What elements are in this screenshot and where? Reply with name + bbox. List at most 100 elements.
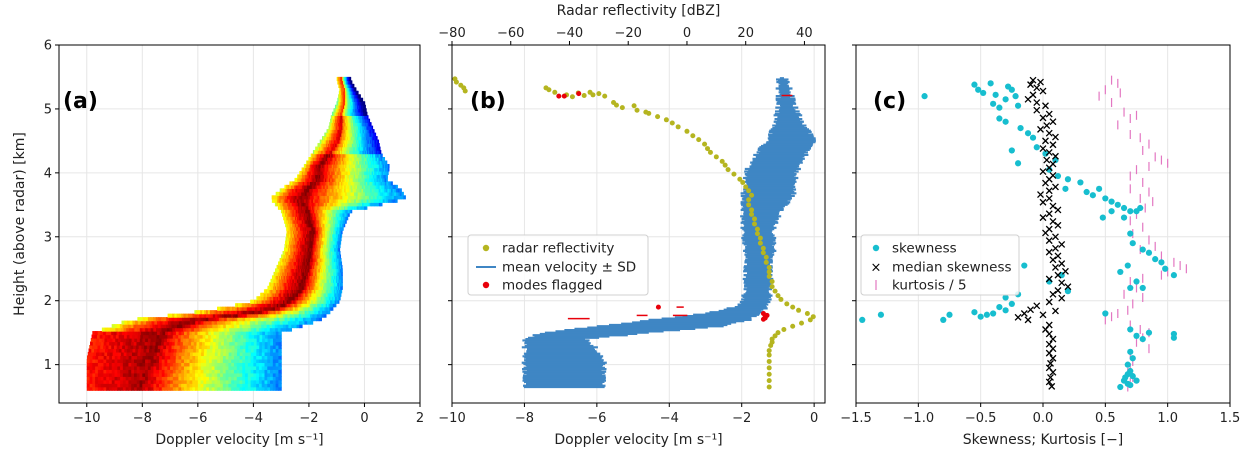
heatmap-cell — [322, 202, 325, 207]
heatmap-cell — [186, 376, 191, 381]
heatmap-cell — [318, 163, 321, 169]
heatmap-cell — [334, 226, 337, 231]
heatmap-cell — [309, 157, 312, 162]
heatmap-cell — [200, 355, 205, 360]
heatmap-cell — [309, 244, 311, 249]
heatmap-cell — [172, 376, 177, 381]
heatmap-cell — [89, 344, 93, 350]
heatmap-cell — [148, 351, 152, 357]
heatmap-cell — [206, 365, 210, 370]
heatmap-cell — [324, 244, 327, 249]
heatmap-cell — [315, 233, 317, 238]
heatmap-cell — [322, 250, 325, 256]
heatmap-cell — [345, 216, 348, 221]
heatmap-cell — [188, 327, 192, 332]
heatmap-cell — [332, 170, 335, 176]
heatmap-cell — [360, 143, 363, 148]
heatmap-cell — [305, 303, 308, 308]
heatmap-cell — [332, 303, 335, 308]
heatmap-cell — [157, 324, 162, 329]
heatmap-cell — [358, 167, 361, 172]
heatmap-cell — [280, 205, 283, 210]
heatmap-cell — [114, 386, 118, 391]
heatmap-cell — [286, 219, 289, 224]
heatmap-cell — [339, 289, 342, 294]
heatmap-cell — [294, 250, 296, 256]
heatmap-cell — [314, 296, 317, 301]
heatmap-cell — [345, 219, 347, 224]
heatmap-cell — [200, 369, 204, 374]
heatmap-cell — [305, 237, 307, 242]
heatmap-cell — [170, 379, 174, 384]
heatmap-cell — [284, 278, 287, 283]
heatmap-cell — [183, 338, 187, 343]
heatmap-cell — [311, 157, 314, 162]
heatmap-cell — [337, 223, 340, 228]
heatmap-cell — [323, 240, 325, 245]
heatmap-cell — [125, 383, 130, 388]
heatmap-cell — [303, 191, 306, 196]
heatmap-cell — [347, 153, 350, 158]
heatmap-cell — [321, 240, 323, 245]
heatmap-cell — [324, 146, 326, 151]
heatmap-cell — [284, 247, 287, 252]
heatmap-cell — [360, 146, 363, 151]
heatmap-cell — [242, 344, 247, 350]
heatmap-cell — [200, 310, 203, 315]
heatmap-cell — [320, 240, 323, 245]
heatmap-cell — [103, 362, 107, 367]
heatmap-cell — [299, 247, 302, 252]
heatmap-cell — [95, 331, 99, 336]
heatmap-cell — [347, 212, 349, 217]
heatmap-cell — [236, 372, 241, 377]
heatmap-cell — [120, 379, 124, 384]
heatmap-cell — [207, 341, 211, 346]
heatmap-cell — [283, 264, 286, 269]
heatmap-cell — [291, 198, 294, 203]
heatmap-cell — [364, 198, 368, 203]
heatmap-cell — [323, 163, 326, 169]
heatmap-cell — [364, 174, 367, 179]
heatmap-cell — [345, 181, 348, 186]
heatmap-cell — [319, 299, 322, 304]
heatmap-cell — [296, 282, 298, 287]
heatmap-cell — [348, 163, 351, 169]
heatmap-cell — [336, 261, 338, 266]
heatmap-cell — [94, 348, 98, 353]
heatmap-cell — [299, 174, 302, 179]
heatmap-cell — [247, 317, 251, 322]
heatmap-cell — [348, 167, 351, 172]
heatmap-cell — [339, 219, 341, 224]
heatmap-cell — [312, 233, 314, 238]
heatmap-cell — [92, 362, 96, 367]
heatmap-cell — [330, 146, 332, 151]
heatmap-cell — [337, 296, 340, 301]
heatmap-cell — [170, 320, 174, 325]
heatmap-cell — [295, 250, 298, 256]
heatmap-cell — [327, 247, 329, 252]
heatmap-cell — [106, 372, 110, 377]
heatmap-cell — [253, 327, 257, 332]
heatmap-cell — [357, 188, 361, 193]
heatmap-cell — [272, 351, 277, 357]
heatmap-cell — [92, 355, 96, 360]
heatmap-cell — [309, 195, 313, 200]
heatmap-cell — [360, 157, 363, 162]
heatmap-cell — [294, 216, 296, 221]
heatmap-cell — [164, 365, 168, 370]
heatmap-cell — [120, 355, 124, 360]
heatmap-cell — [327, 143, 329, 148]
heatmap-cell — [334, 177, 337, 182]
heatmap-cell — [167, 379, 171, 384]
heatmap-cell — [289, 299, 292, 304]
heatmap-cell — [277, 202, 281, 207]
heatmap-cell — [320, 244, 322, 249]
heatmap-cell — [197, 386, 202, 391]
heatmap-cell — [178, 313, 182, 318]
heatmap-cell — [372, 195, 376, 200]
heatmap-cell — [100, 386, 105, 391]
heatmap-cell — [282, 282, 285, 287]
heatmap-cell — [120, 338, 125, 343]
heatmap-cell — [369, 195, 372, 200]
heatmap-cell — [121, 348, 125, 353]
